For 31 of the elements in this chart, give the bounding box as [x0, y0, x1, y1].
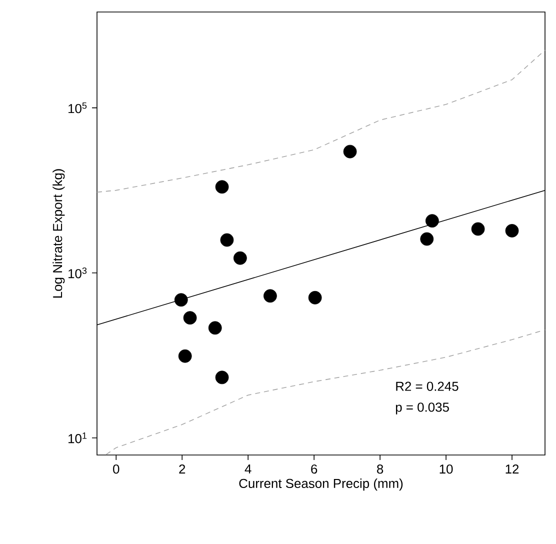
line-series: [96, 50, 546, 193]
x-tick-label: 10: [440, 464, 453, 474]
x-tick-label: 2: [179, 464, 186, 474]
x-tick-label: 4: [244, 464, 252, 474]
point: [178, 349, 192, 363]
y-tick-label: 10$^{5}$: [68, 102, 87, 114]
x-tick-label: 12: [506, 464, 519, 474]
point: [233, 251, 247, 265]
point: [471, 222, 485, 236]
x-tick-label: 6: [311, 464, 318, 474]
x-tick-label: 0: [113, 464, 120, 474]
point: [215, 180, 229, 194]
point: [264, 289, 277, 303]
y-axis-title: Log Nitrate Export (kg): [52, 169, 65, 298]
point: [343, 144, 357, 158]
x-axis-title: Current Season Precip (mm): [239, 478, 403, 491]
point: [174, 293, 188, 307]
point: [505, 224, 519, 238]
point: [220, 233, 234, 247]
annotation: R2 = 0.245: [396, 382, 458, 391]
point: [420, 232, 434, 246]
annotation: p = 0.035: [396, 402, 449, 414]
point: [215, 370, 229, 384]
y-tick-label: 10$^{3}$: [68, 267, 87, 278]
point: [208, 321, 222, 335]
point: [425, 214, 439, 228]
line-series: [106, 329, 546, 455]
point: [183, 311, 197, 325]
x-tick-label: 8: [377, 464, 384, 474]
y-tick-label: 10$^{1}$: [68, 432, 87, 444]
point: [308, 290, 322, 304]
